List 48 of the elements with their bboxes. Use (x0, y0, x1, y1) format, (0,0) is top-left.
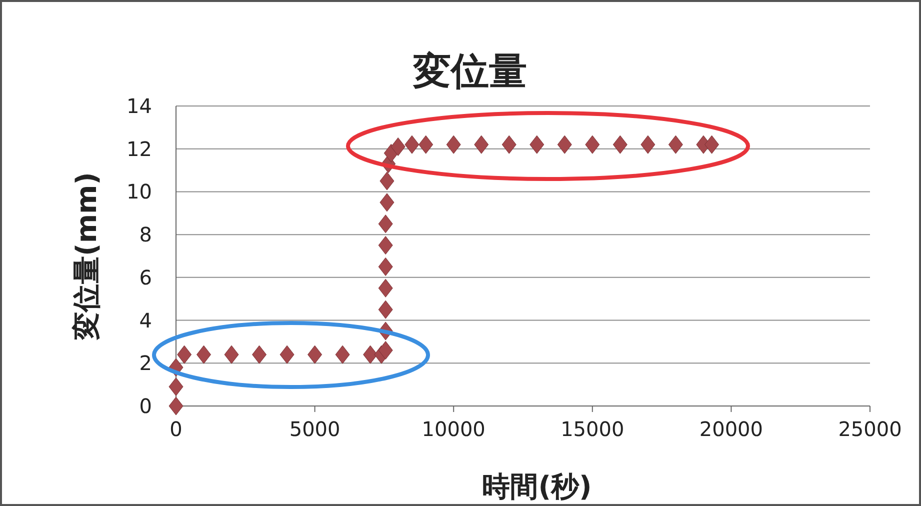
point (390, 137, 406, 156)
point (177, 345, 192, 364)
point (557, 135, 572, 154)
point (378, 278, 393, 298)
x-tick-label: 10000 (422, 417, 486, 441)
point (474, 135, 489, 154)
point (378, 257, 393, 276)
x-tick-label: 0 (170, 417, 182, 441)
y-tick-label: 14 (126, 94, 152, 118)
point (252, 345, 267, 364)
point (168, 377, 184, 396)
point (224, 345, 239, 364)
point (168, 396, 184, 416)
point (196, 345, 212, 364)
y-tick-label: 10 (126, 180, 152, 204)
point (404, 135, 420, 154)
y-tick-label: 2 (139, 351, 152, 376)
point (418, 135, 434, 154)
x-tick-label: 20000 (699, 417, 764, 441)
y-tick-label: 12 (126, 136, 152, 161)
y-axis-title: 変位量(mm) (70, 172, 103, 341)
point (363, 345, 378, 364)
point (308, 345, 322, 364)
chart-title: 変位量 (412, 49, 527, 93)
point (378, 300, 393, 319)
point (704, 135, 720, 154)
y-tick-label: 4 (139, 308, 152, 332)
x-tick-label: 15000 (560, 417, 624, 441)
point (378, 236, 393, 255)
point (640, 135, 656, 154)
point (378, 341, 393, 360)
point (378, 214, 393, 234)
point (380, 172, 394, 190)
y-tick-label: 6 (139, 265, 152, 290)
y-tick-label: 0 (139, 394, 152, 418)
point (380, 193, 394, 212)
point (585, 135, 600, 154)
x-axis-title: 時間(秒) (482, 470, 592, 503)
x-tick-label: 25000 (838, 417, 902, 441)
x-tick-label: 5000 (289, 417, 340, 441)
point (335, 345, 350, 364)
y-tick-label: 8 (139, 222, 152, 247)
point (502, 135, 516, 154)
point (668, 135, 683, 154)
point (530, 135, 544, 154)
point (612, 135, 628, 154)
point (446, 135, 461, 154)
point (280, 345, 294, 364)
